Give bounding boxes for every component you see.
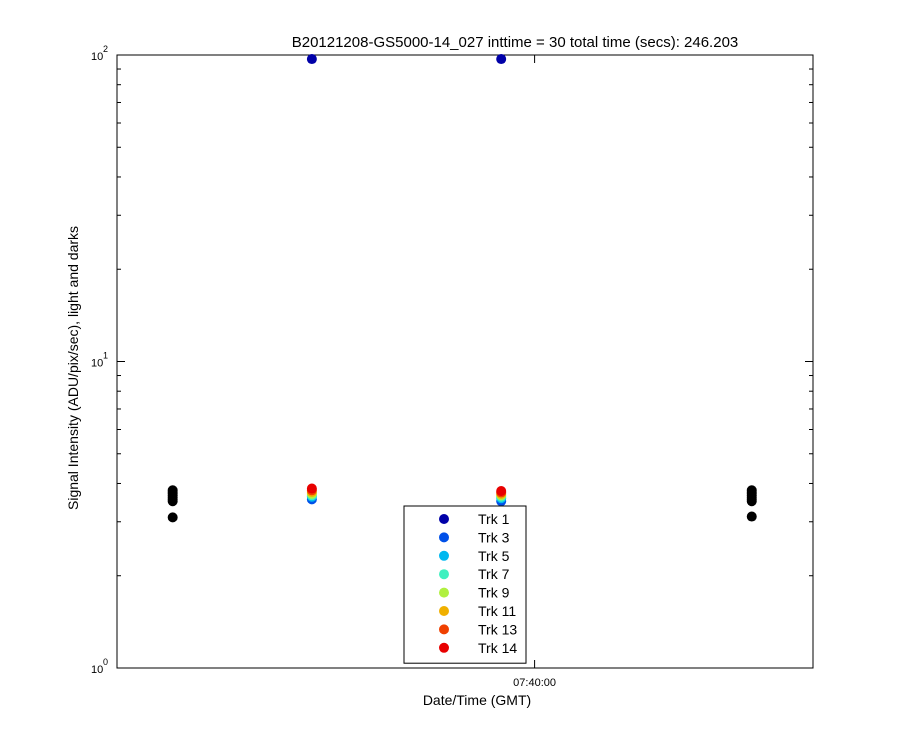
legend-marker bbox=[439, 514, 449, 524]
y-tick-label: 10 bbox=[91, 51, 103, 63]
y-tick-exponent: 1 bbox=[103, 351, 108, 361]
data-point bbox=[746, 485, 757, 496]
legend-box bbox=[403, 505, 527, 664]
y-tick-exponent: 2 bbox=[103, 44, 108, 54]
x-tick-label: 07:40:00 bbox=[513, 677, 556, 689]
y-axis-label: Signal Intensity (ADU/pix/sec), light an… bbox=[65, 226, 81, 510]
data-point bbox=[306, 483, 317, 494]
legend-marker bbox=[439, 606, 449, 616]
legend: Trk 1 Trk 3 Trk 5 Trk 7 Trk 9 Trk 11 Trk 13 Trk… bbox=[403, 505, 527, 664]
data-point bbox=[496, 54, 507, 65]
data-point bbox=[167, 512, 178, 523]
plot-frame bbox=[116, 54, 814, 669]
legend-label: Trk 14 bbox=[478, 640, 517, 656]
data-point bbox=[746, 511, 757, 522]
data-point bbox=[496, 485, 507, 496]
legend-marker bbox=[439, 642, 449, 653]
legend-marker bbox=[439, 587, 449, 598]
legend-label: Trk 5 bbox=[478, 548, 510, 564]
legend-marker bbox=[439, 569, 449, 580]
legend-label: Trk 1 bbox=[478, 511, 510, 527]
legend-label: Trk 7 bbox=[478, 566, 510, 582]
x-axis-label: Date/Time (GMT) bbox=[423, 692, 531, 708]
legend-label: Trk 11 bbox=[478, 603, 516, 619]
legend-label: Trk 3 bbox=[478, 529, 510, 545]
data-points bbox=[167, 54, 757, 523]
chart-title: B20121208-GS5000-14_027 inttime = 30 tot… bbox=[292, 34, 739, 51]
data-point bbox=[306, 54, 317, 65]
legend-label: Trk 13 bbox=[478, 621, 517, 637]
legend-marker bbox=[439, 532, 449, 543]
y-tick-exponent: 0 bbox=[103, 657, 108, 667]
legend-marker bbox=[439, 624, 449, 635]
y-tick-label: 10 bbox=[91, 664, 103, 676]
data-point bbox=[167, 485, 178, 496]
legend-label: Trk 9 bbox=[478, 585, 510, 601]
y-tick-label: 10 bbox=[91, 358, 103, 370]
legend-marker bbox=[439, 550, 449, 561]
